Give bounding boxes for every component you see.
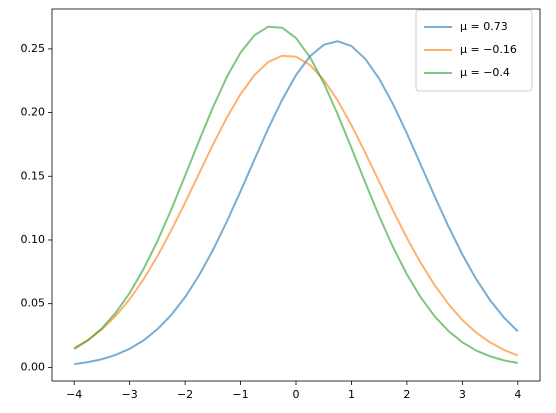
x-tick-label: 1	[348, 388, 355, 401]
legend-label: μ = −0.4	[460, 66, 510, 79]
x-tick-label: 2	[403, 388, 410, 401]
y-tick-label: 0.20	[21, 106, 46, 119]
x-tick-label: −1	[232, 388, 248, 401]
series-line	[73, 54, 519, 357]
x-tick-label: 3	[459, 388, 466, 401]
y-tick-label: 0.25	[21, 42, 46, 55]
x-tick-label: 4	[514, 388, 521, 401]
x-tick-label: −3	[122, 388, 138, 401]
x-tick-label: −4	[66, 388, 82, 401]
legend-box	[415, 9, 533, 92]
y-tick-label: 0.10	[21, 233, 46, 246]
legend-label: μ = −0.16	[460, 43, 517, 56]
series-line	[73, 25, 519, 365]
legend: μ = 0.73 μ = −0.16 μ = −0.4	[415, 9, 533, 92]
series-line	[74, 40, 519, 366]
y-tick-label: 0.05	[21, 297, 46, 310]
plot-frame	[51, 8, 541, 382]
y-tick-label: 0.00	[21, 360, 46, 373]
legend-label: μ = 0.73	[460, 20, 508, 33]
x-tick-label: 0	[293, 388, 300, 401]
x-tick-label: −2	[177, 388, 193, 401]
y-tick-label: 0.15	[21, 169, 46, 182]
